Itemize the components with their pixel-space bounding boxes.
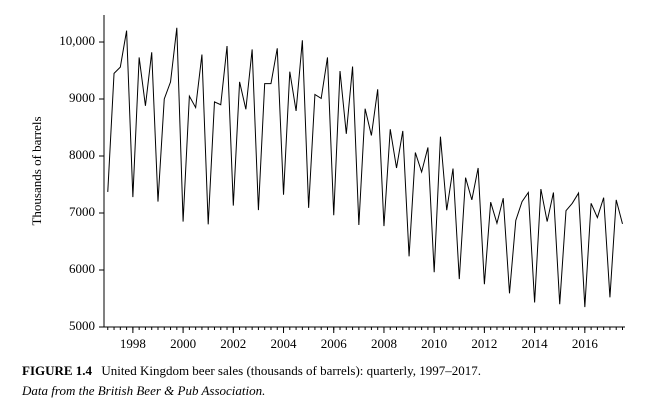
caption: FIGURE 1.4 United Kingdom beer sales (th…: [22, 363, 481, 378]
x-tick-label: 2006: [321, 336, 348, 351]
x-tick-label: 2016: [572, 336, 599, 351]
x-tick-label: 2010: [421, 336, 447, 351]
y-tick-label: 8000: [69, 147, 95, 162]
y-tick-label: 5000: [69, 318, 95, 333]
y-axis-label: Thousands of barrels: [29, 116, 44, 225]
y-tick-label: 6000: [69, 261, 95, 276]
caption-text: United Kingdom beer sales (thousands of …: [101, 363, 481, 378]
y-tick-label: 9000: [69, 90, 95, 105]
caption-label: FIGURE 1.4: [22, 363, 93, 378]
x-tick-label: 2014: [522, 336, 549, 351]
x-tick-label: 2000: [170, 336, 196, 351]
x-tick-label: 2004: [271, 336, 298, 351]
y-tick-label: 10,000: [59, 33, 95, 48]
x-tick-label: 2008: [371, 336, 397, 351]
x-tick-label: 2002: [220, 336, 246, 351]
x-tick-label: 2012: [471, 336, 497, 351]
data-line: [107, 27, 623, 308]
y-tick-label: 7000: [69, 204, 95, 219]
x-tick-label: 1998: [120, 336, 146, 351]
caption-source: Data from the British Beer & Pub Associa…: [21, 383, 265, 398]
